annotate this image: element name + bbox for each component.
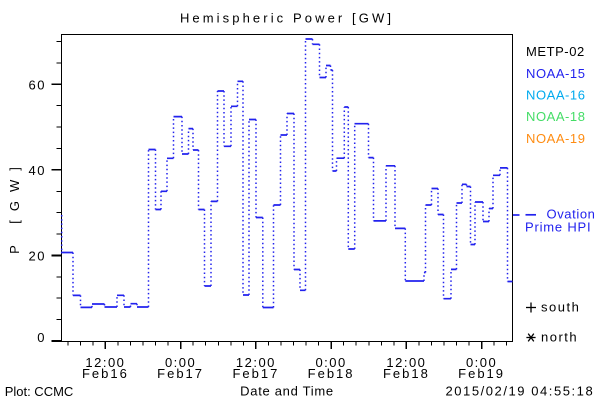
svg-text:NOAA-19: NOAA-19 xyxy=(526,131,585,146)
svg-text:Ovation: Ovation xyxy=(547,207,596,222)
svg-text:12:00: 12:00 xyxy=(386,355,426,370)
svg-text:NOAA-15: NOAA-15 xyxy=(526,66,585,81)
svg-text:Feb17: Feb17 xyxy=(232,366,279,381)
svg-text:Feb18: Feb18 xyxy=(383,366,430,381)
svg-text:Feb16: Feb16 xyxy=(82,366,129,381)
svg-text:Plot: CCMC: Plot: CCMC xyxy=(5,384,74,399)
svg-text:Prime HPI: Prime HPI xyxy=(525,220,591,235)
svg-text:40: 40 xyxy=(29,163,46,178)
svg-text:20: 20 xyxy=(29,249,46,264)
svg-text:METP-02: METP-02 xyxy=(526,44,585,59)
svg-text:12:00: 12:00 xyxy=(236,355,276,370)
svg-text:Hemispheric Power [GW]: Hemispheric Power [GW] xyxy=(180,11,394,26)
svg-text:NOAA-18: NOAA-18 xyxy=(526,109,585,124)
svg-text:Feb17: Feb17 xyxy=(157,366,204,381)
svg-text:0:00: 0:00 xyxy=(165,355,196,370)
svg-text:0:00: 0:00 xyxy=(315,355,346,370)
svg-text:0: 0 xyxy=(37,330,46,345)
svg-text:north: north xyxy=(541,330,578,345)
svg-text:2015/02/19 04:55:18: 2015/02/19 04:55:18 xyxy=(446,384,595,399)
svg-text:60: 60 xyxy=(29,78,46,93)
svg-text:12:00: 12:00 xyxy=(85,355,125,370)
svg-text:south: south xyxy=(541,300,580,315)
svg-text:0:00: 0:00 xyxy=(466,355,497,370)
svg-text:Feb19: Feb19 xyxy=(458,366,505,381)
svg-text:Date and Time: Date and Time xyxy=(240,384,334,399)
svg-text:P [GW]: P [GW] xyxy=(7,158,22,254)
svg-text:NOAA-16: NOAA-16 xyxy=(526,88,585,103)
svg-text:Feb18: Feb18 xyxy=(308,366,355,381)
